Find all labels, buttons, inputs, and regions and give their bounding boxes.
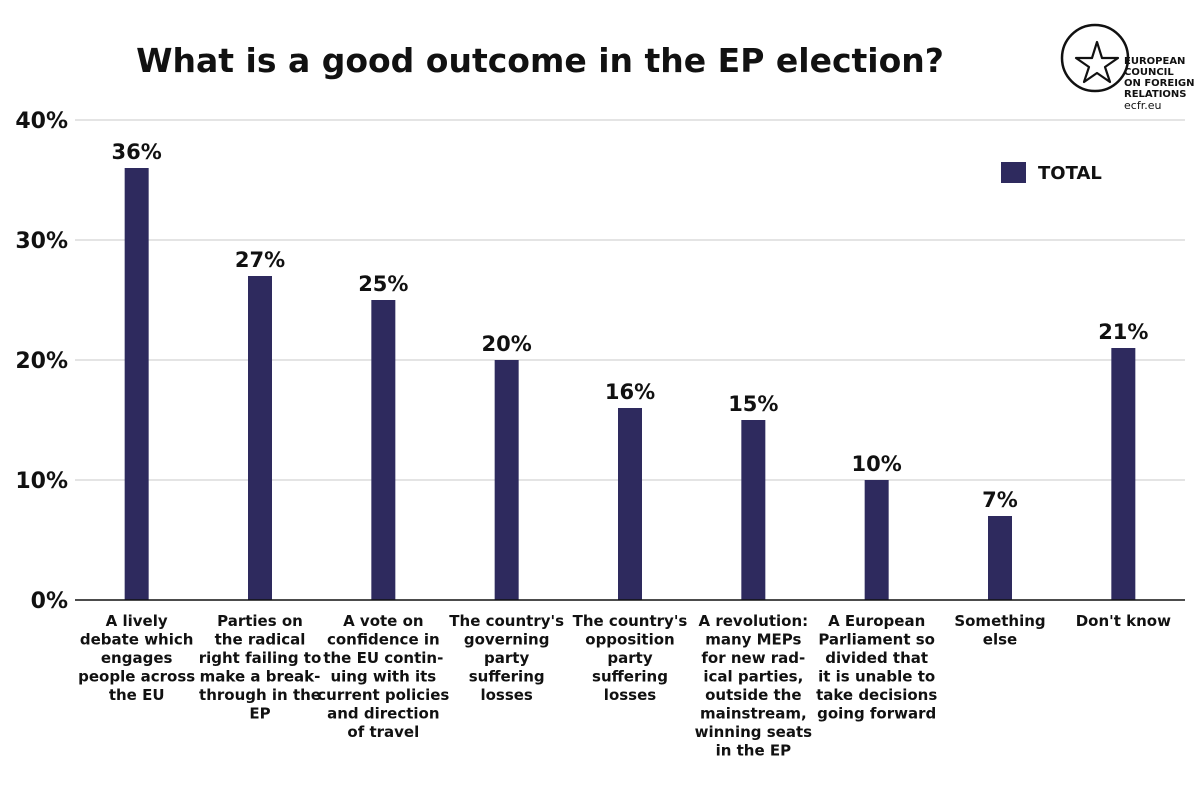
logo-url: ecfr.eu [1124, 99, 1161, 112]
category-label-line: for new rad- [701, 649, 805, 667]
logo-line-3: ON FOREIGN [1124, 78, 1195, 89]
bar [494, 360, 519, 600]
category-label-line: make a break- [200, 668, 321, 686]
category-label-line: and direction [327, 705, 439, 723]
data-label: 16% [605, 380, 655, 404]
category-label-line: opposition [585, 631, 674, 649]
category-label-line: Something [954, 612, 1045, 630]
category-label: A European Parliament so divided that it is… [816, 612, 937, 723]
bar [988, 516, 1012, 600]
bar [741, 420, 766, 600]
category-label-line: going forward [817, 705, 936, 723]
category-label-line: uing with its [330, 668, 436, 686]
legend: TOTAL [1001, 162, 1102, 184]
category-label-line: right failing to [199, 649, 322, 667]
category-label-line: The country's [449, 612, 564, 630]
logo-line-4: RELATIONS [1124, 89, 1186, 100]
category-label-line: else [983, 631, 1017, 649]
bar [124, 168, 149, 600]
y-tick-label: 20% [15, 349, 68, 374]
category-label-line: many MEPs [705, 631, 801, 649]
y-tick-label: 40% [15, 109, 68, 134]
data-label: 20% [482, 332, 532, 356]
y-axis: 0% 10% 20% 30% 40% [15, 109, 68, 614]
category-label-line: people across [78, 668, 195, 686]
data-label: 15% [728, 392, 778, 416]
category-label: Parties on the radical right failing to mak… [199, 612, 322, 723]
bar [248, 276, 272, 600]
category-label-line: The country's [573, 612, 688, 630]
bar [618, 408, 642, 600]
category-label-line: mainstream, [700, 705, 807, 723]
data-label: 10% [852, 452, 902, 476]
category-label-line: party [484, 649, 529, 667]
category-label-line: A revolution: [699, 612, 809, 630]
data-label: 21% [1098, 320, 1148, 344]
data-labels: 36% 27% 25% 20% 16% 15% 10% 7% 21% [112, 140, 1149, 512]
x-axis: A lively debate which engages people across… [75, 599, 1185, 760]
category-label-line: A vote on [343, 612, 423, 630]
category-label-line: losses [604, 686, 656, 704]
bar [1111, 348, 1136, 600]
bar [864, 480, 889, 600]
category-label-line: confidence in [327, 631, 440, 649]
category-label-line: Don't know [1076, 612, 1171, 630]
category-label-line: losses [480, 686, 532, 704]
category-label-line: A European [828, 612, 925, 630]
category-label-line: Parties on [217, 612, 303, 630]
category-label-line: it is unable to [818, 668, 935, 686]
star-icon [1074, 40, 1120, 84]
category-label: A revolution: many MEPs for new rad-ical p… [695, 612, 813, 760]
category-label-line: governing [464, 631, 550, 649]
y-tick-label: 10% [15, 469, 68, 494]
logo-line-2: COUNCIL [1124, 67, 1174, 78]
category-label-line: suffering [469, 668, 545, 686]
chart-title: What is a good outcome in the EP electio… [136, 41, 944, 80]
legend-label: TOTAL [1038, 163, 1102, 184]
data-label: 36% [112, 140, 162, 164]
category-label-line: the EU [109, 686, 165, 704]
category-label-line: A lively [106, 612, 168, 630]
data-label: 27% [235, 248, 285, 272]
category-label-line: the radical [215, 631, 306, 649]
category-label-line: outside the [705, 686, 801, 704]
category-label-line: engages [101, 649, 173, 667]
category-label-line: current policies [317, 686, 449, 704]
category-label-line: the EU contin- [323, 649, 443, 667]
category-label: The country's governing party suffering loss… [449, 612, 564, 704]
logo-line-1: EUROPEAN [1124, 56, 1185, 67]
data-label: 25% [358, 272, 408, 296]
ecfr-logo: EUROPEAN COUNCIL ON FOREIGN RELATIONS ec… [1060, 23, 1195, 112]
category-label: A vote on confidence in the EU contin-uing… [317, 612, 449, 741]
logo-circle [1060, 23, 1130, 93]
category-label-line: debate which [80, 631, 194, 649]
bar-series [124, 168, 1136, 600]
category-label-line: Parliament so [818, 631, 935, 649]
category-label-line: through in the [199, 686, 321, 704]
category-label-line: in the EP [716, 742, 792, 760]
category-label: Don't know [1076, 612, 1171, 630]
y-tick-label: 0% [31, 589, 68, 614]
category-label-line: ical parties, [703, 668, 803, 686]
category-label-line: take decisions [816, 686, 937, 704]
category-label-line: divided that [825, 649, 928, 667]
category-label-line: EP [249, 705, 270, 723]
legend-swatch [1001, 162, 1026, 183]
category-label-line: suffering [592, 668, 668, 686]
category-label: Something else [954, 612, 1045, 649]
bar [371, 300, 396, 600]
category-label-line: winning seats [695, 723, 813, 741]
category-label-line: party [607, 649, 652, 667]
data-label: 7% [982, 488, 1018, 512]
category-label: The country's opposition party suffering los… [573, 612, 688, 704]
y-tick-label: 30% [15, 229, 68, 254]
category-label-line: of travel [347, 723, 419, 741]
category-label: A lively debate which engages people across… [78, 612, 195, 704]
